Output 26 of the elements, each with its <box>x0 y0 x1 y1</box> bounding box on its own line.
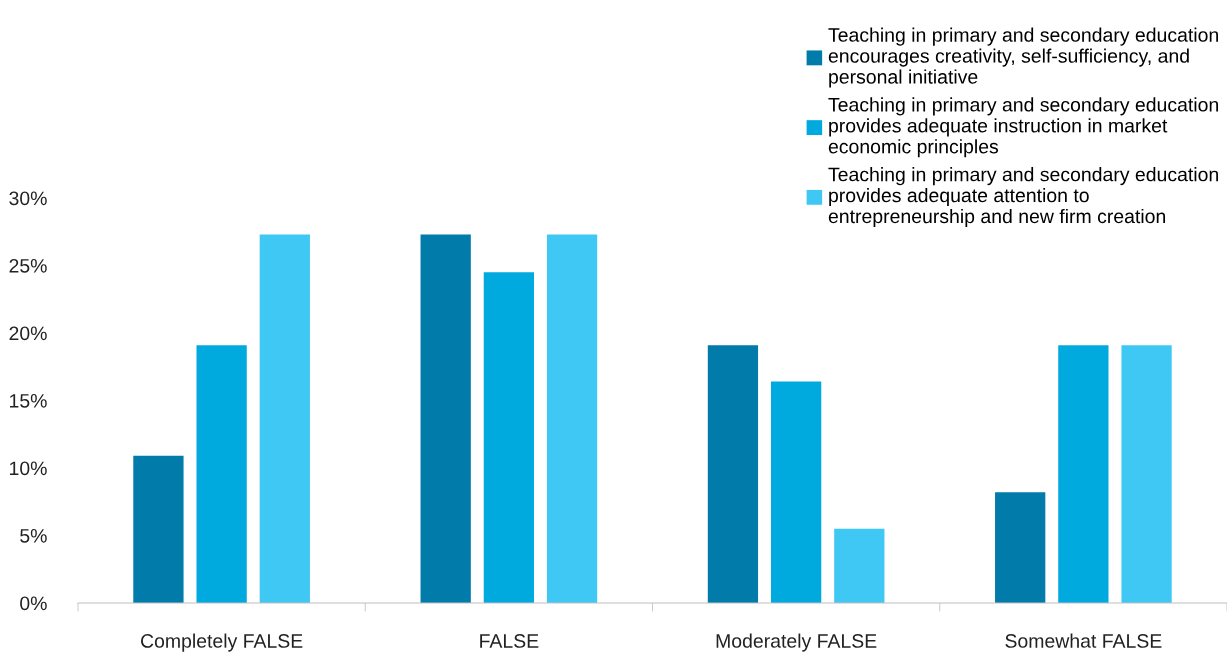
y-tick-label: 10% <box>10 461 47 476</box>
bar <box>834 528 885 603</box>
bar <box>1058 345 1109 603</box>
bar <box>770 381 822 603</box>
y-tick-label: 20% <box>9 326 47 341</box>
legend-label: Teaching in primary and secondary education provides adequate attention to entrepreneurship and new firm creation <box>828 167 1218 228</box>
bar <box>546 234 598 603</box>
bar <box>707 345 759 603</box>
y-tick-label: 0% <box>20 596 47 611</box>
x-tick-label: Completely FALSE <box>141 633 303 652</box>
bar <box>1121 345 1172 603</box>
bar <box>483 272 535 603</box>
bar <box>420 234 471 603</box>
legend-label: Teaching in primary and secondary education provides adequate instruction in market economic principles <box>828 97 1218 158</box>
bar <box>196 345 247 603</box>
x-tick-label: FALSE <box>480 634 539 648</box>
x-tick-label: Moderately FALSE <box>716 633 877 652</box>
y-tick-label: 15% <box>10 394 47 408</box>
legend-label: Teaching in primary and secondary education encourages creativity, self-sufficiency, and personal initiative <box>828 27 1218 88</box>
x-tick-label: Somewhat FALSE <box>1005 633 1162 648</box>
bar <box>995 492 1046 603</box>
bar <box>133 455 184 603</box>
y-tick-label: 30% <box>9 191 47 206</box>
bar <box>259 234 310 603</box>
y-tick-label: 5% <box>20 529 47 543</box>
y-tick-label: 25% <box>9 258 47 273</box>
